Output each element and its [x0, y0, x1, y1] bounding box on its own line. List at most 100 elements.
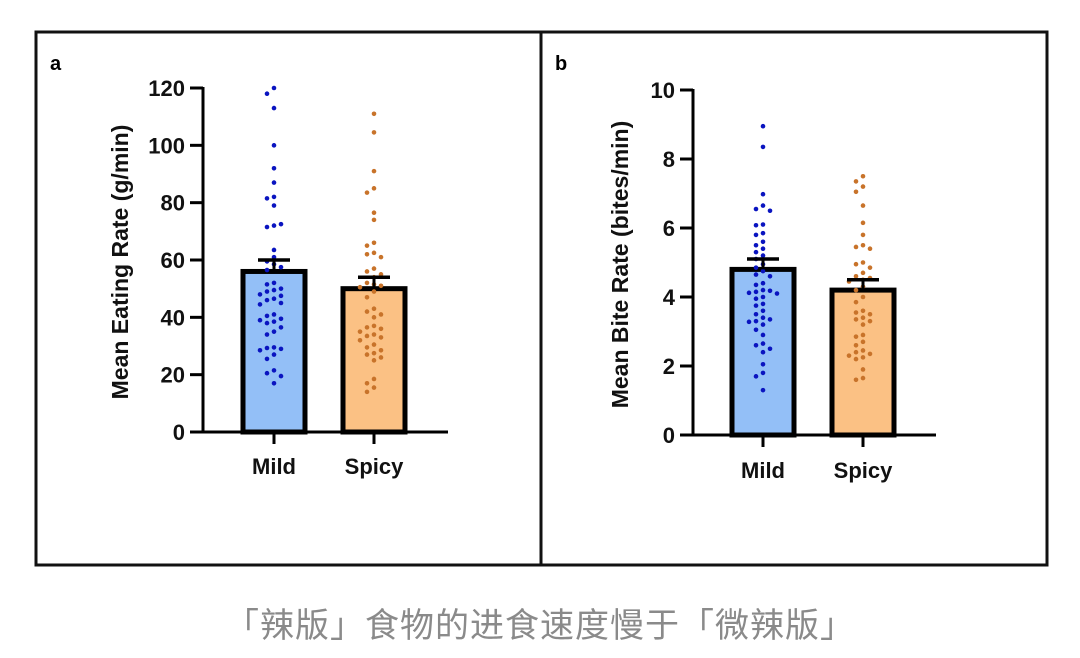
- data-point-spicy: [860, 294, 866, 300]
- data-point-mild: [264, 91, 270, 97]
- data-point-mild: [760, 322, 766, 327]
- data-point-mild: [264, 297, 270, 303]
- data-point-mild: [264, 224, 270, 230]
- data-point-mild: [264, 267, 270, 273]
- bar-mild: [240, 268, 308, 435]
- data-point-spicy: [853, 317, 859, 322]
- data-point-mild: [753, 265, 759, 270]
- data-point-spicy: [371, 168, 377, 174]
- x-tick-label-mild: Mild: [741, 458, 785, 483]
- data-point-spicy: [371, 323, 377, 329]
- data-point-spicy: [846, 353, 852, 358]
- data-point-mild: [271, 368, 277, 373]
- data-point-mild: [753, 232, 759, 238]
- data-point-mild: [767, 288, 773, 294]
- data-point-mild: [753, 289, 759, 295]
- data-point-mild: [271, 319, 277, 324]
- figure-caption: 「辣版」食物的进食速度慢于「微辣版」: [225, 606, 855, 646]
- data-point-spicy: [853, 299, 859, 305]
- data-point-mild: [257, 317, 263, 323]
- data-point-spicy: [357, 329, 363, 334]
- data-point-spicy: [853, 261, 859, 267]
- data-point-spicy: [853, 310, 859, 315]
- y-tick-label: 100: [148, 133, 185, 158]
- data-point-spicy: [371, 210, 377, 215]
- data-point-mild: [278, 221, 284, 227]
- panel-b-label: b: [555, 53, 567, 75]
- data-point-mild: [271, 352, 277, 357]
- data-point-mild: [271, 203, 277, 208]
- data-point-spicy: [860, 173, 866, 179]
- data-point-mild: [760, 332, 766, 338]
- data-point-mild: [278, 293, 284, 299]
- data-point-spicy: [860, 242, 866, 248]
- data-point-spicy: [371, 315, 377, 320]
- data-point-mild: [753, 303, 759, 308]
- data-point-spicy: [853, 274, 859, 279]
- data-point-spicy: [853, 179, 859, 184]
- x-tick-label-spicy: Spicy: [834, 458, 893, 483]
- data-point-spicy: [371, 250, 377, 256]
- data-point-spicy: [867, 265, 873, 270]
- data-point-mild: [271, 287, 277, 293]
- data-point-mild: [760, 387, 766, 393]
- data-point-mild: [760, 239, 766, 245]
- data-point-mild: [760, 349, 766, 355]
- data-point-spicy: [853, 189, 859, 195]
- data-point-mild: [767, 317, 773, 322]
- data-point-spicy: [364, 280, 370, 286]
- y-tick-label: 0: [663, 423, 675, 448]
- data-point-spicy: [860, 367, 866, 372]
- data-point-spicy: [378, 312, 384, 317]
- data-point-mild: [746, 319, 752, 325]
- data-point-mild: [760, 361, 766, 367]
- y-tick-label: 0: [173, 420, 185, 445]
- y-tick-label: 6: [663, 216, 675, 241]
- data-point-mild: [257, 302, 263, 307]
- data-point-mild: [760, 280, 766, 286]
- data-point-mild: [271, 223, 277, 228]
- data-point-spicy: [860, 348, 866, 353]
- data-point-spicy: [364, 294, 370, 300]
- panel-a: a 0 20 40 60 80 100 120 Mild Spicy Mean Eating Ra…: [50, 53, 448, 479]
- data-point-spicy: [378, 283, 384, 289]
- data-point-mild: [760, 246, 766, 251]
- data-point-spicy: [371, 266, 377, 271]
- data-point-mild: [264, 356, 270, 362]
- data-point-mild: [278, 346, 284, 352]
- data-point-mild: [760, 301, 766, 307]
- data-point-mild: [760, 123, 766, 129]
- data-point-mild: [278, 300, 284, 306]
- y-tick-label: 120: [148, 76, 185, 101]
- data-point-mild: [271, 247, 277, 253]
- data-point-spicy: [867, 318, 873, 324]
- y-axis-title: Mean Eating Rate (g/min): [107, 125, 133, 400]
- data-point-spicy: [364, 309, 370, 314]
- data-point-spicy: [371, 385, 377, 390]
- data-point-mild: [753, 343, 759, 348]
- data-point-mild: [257, 292, 263, 297]
- data-point-mild: [760, 144, 766, 150]
- data-point-mild: [760, 370, 766, 376]
- y-tick-label: 20: [161, 363, 185, 388]
- data-point-spicy: [853, 377, 859, 383]
- data-point-mild: [271, 194, 277, 200]
- data-point-mild: [278, 264, 284, 270]
- data-point-spicy: [378, 254, 384, 260]
- data-point-spicy: [371, 358, 377, 363]
- data-point-mild: [753, 296, 759, 302]
- data-point-spicy: [853, 244, 859, 250]
- data-point-mild: [278, 316, 284, 322]
- data-point-mild: [271, 143, 277, 148]
- data-point-mild: [767, 208, 773, 214]
- data-point-mild: [760, 315, 766, 321]
- data-point-spicy: [860, 184, 866, 189]
- y-tick-label: 60: [161, 248, 185, 273]
- data-point-spicy: [371, 289, 377, 294]
- data-point-spicy: [371, 376, 377, 382]
- data-point-spicy: [371, 217, 377, 223]
- y-tick-label: 10: [651, 78, 675, 103]
- data-point-mild: [271, 296, 277, 302]
- data-point-mild: [257, 348, 263, 353]
- data-point-mild: [278, 286, 284, 291]
